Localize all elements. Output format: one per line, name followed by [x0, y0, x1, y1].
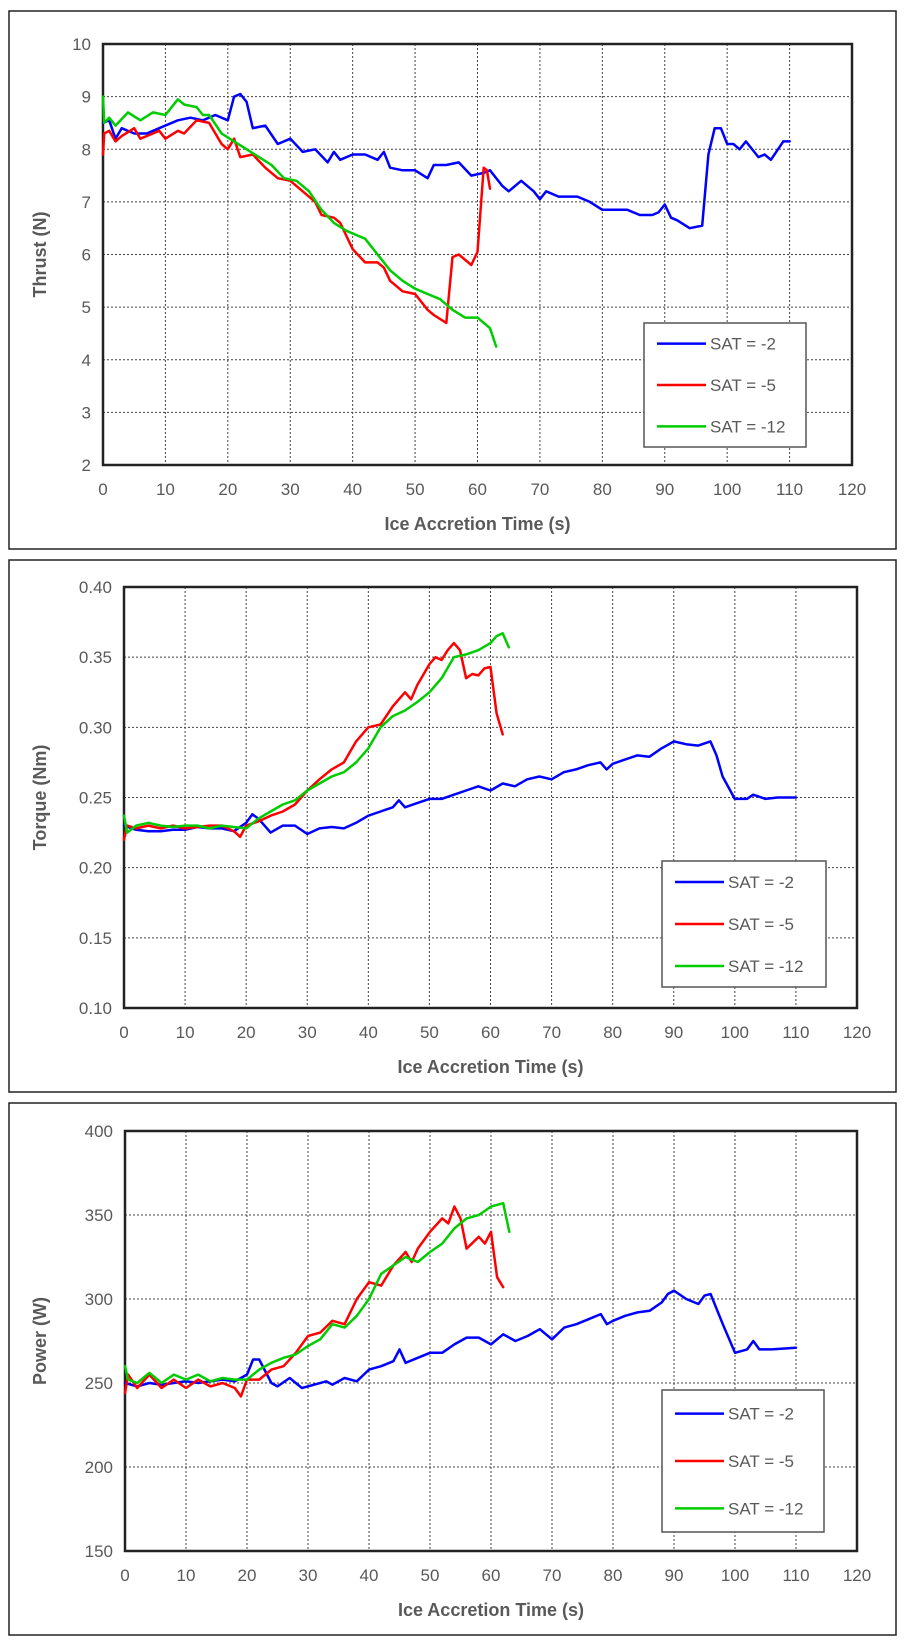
- series-line-sat2: [122, 740, 798, 836]
- y-tick-label: 200: [85, 1458, 113, 1477]
- y-tick-label: 10: [72, 35, 91, 54]
- legend-label: SAT = -12: [728, 957, 803, 976]
- x-tick-label: 50: [420, 1023, 439, 1042]
- x-tick-label: 40: [343, 480, 362, 499]
- x-axis-title: Ice Accretion Time (s): [398, 1600, 584, 1620]
- x-tick-label: 50: [406, 480, 425, 499]
- x-axis-title: Ice Accretion Time (s): [384, 514, 570, 534]
- x-tick-label: 110: [776, 480, 803, 499]
- x-tick-label: 70: [542, 1023, 561, 1042]
- x-tick-label: 10: [176, 1023, 195, 1042]
- x-tick-label: 120: [838, 480, 866, 499]
- chart-panel-3: 0 10 20 30 40 50 60 70 80 90 100 110 120 150 200 250 300…: [8, 1102, 897, 1636]
- y-tick-label: 0.30: [79, 718, 112, 737]
- legend-label: SAT = -12: [710, 417, 785, 436]
- x-tick-label: 100: [721, 1566, 749, 1585]
- x-tick-label: 70: [530, 480, 549, 499]
- panel-border: [8, 1102, 897, 1636]
- x-tick-label: 90: [665, 1566, 684, 1585]
- panel-border: [8, 10, 897, 550]
- x-tick-label: 60: [481, 1023, 500, 1042]
- y-tick-label: 0.15: [79, 929, 112, 948]
- y-tick-label: 7: [82, 193, 91, 212]
- x-tick-label: 30: [299, 1566, 318, 1585]
- y-tick-label: 250: [85, 1374, 113, 1393]
- y-tick-label: 0.10: [79, 999, 112, 1018]
- x-tick-label: 100: [713, 480, 741, 499]
- y-axis-title: Torque (Nm): [30, 745, 50, 851]
- x-axis-title: Ice Accretion Time (s): [397, 1057, 583, 1077]
- y-tick-label: 8: [82, 140, 91, 159]
- x-tick-label: 80: [593, 480, 612, 499]
- y-tick-label: 3: [82, 403, 91, 422]
- chart-panel-2: 0 10 20 30 40 50 60 70 80 90 100 110 120 0.10 0.15 0.20…: [8, 559, 897, 1093]
- y-tick-label: 300: [85, 1290, 113, 1309]
- x-tick-label: 20: [237, 1023, 256, 1042]
- y-tick-label: 0.35: [79, 648, 112, 667]
- legend: SAT = -2 SAT = -5 SAT = -12: [661, 1389, 825, 1533]
- series-line-sat2: [123, 1289, 798, 1390]
- x-tick-label: 40: [359, 1023, 378, 1042]
- x-tick-label: 20: [218, 480, 237, 499]
- x-tick-label: 30: [281, 480, 300, 499]
- x-tick-label: 10: [177, 1566, 196, 1585]
- x-tick-label: 20: [238, 1566, 257, 1585]
- legend-label: SAT = -2: [710, 335, 776, 354]
- y-tick-label: 2: [82, 456, 91, 475]
- y-tick-label: 9: [82, 88, 91, 107]
- series-line-sat12: [122, 632, 511, 834]
- x-tick-label: 90: [655, 480, 674, 499]
- x-tick-label: 120: [843, 1023, 871, 1042]
- x-tick-label: 60: [468, 480, 487, 499]
- series-line-sat2: [101, 92, 791, 230]
- legend: SAT = -2 SAT = -5 SAT = -12: [643, 322, 807, 448]
- y-axis-title: Power (W): [30, 1297, 50, 1385]
- series-line-sat5: [101, 119, 492, 325]
- legend-label: SAT = -5: [710, 376, 776, 395]
- series-line-sat5: [122, 641, 504, 841]
- series-line-sat12: [123, 1201, 511, 1385]
- x-tick-label: 110: [782, 1566, 809, 1585]
- y-tick-label: 6: [82, 246, 91, 265]
- x-tick-label: 60: [482, 1566, 501, 1585]
- y-axis-title: Thrust (N): [30, 212, 50, 298]
- legend-label: SAT = -5: [728, 1452, 794, 1471]
- legend-label: SAT = -2: [728, 1405, 794, 1424]
- plot-area-border: [123, 1129, 859, 1553]
- plot-area-border: [101, 42, 854, 467]
- x-tick-label: 70: [543, 1566, 562, 1585]
- chart-panel-1: 0 10 20 30 40 50 60 70 80 90 100 110 120 2 3 4 5 6 7 8 9 10 Ic…: [8, 10, 897, 550]
- legend-label: SAT = -12: [728, 1499, 803, 1518]
- series-line-sat12: [101, 95, 498, 348]
- x-tick-label: 10: [156, 480, 175, 499]
- x-tick-label: 0: [120, 1566, 129, 1585]
- y-tick-label: 150: [85, 1542, 113, 1561]
- y-tick-label: 0.25: [79, 789, 112, 808]
- x-tick-label: 80: [604, 1566, 623, 1585]
- x-tick-label: 0: [119, 1023, 128, 1042]
- x-tick-label: 110: [782, 1023, 809, 1042]
- y-tick-label: 0.40: [79, 578, 112, 597]
- x-tick-label: 100: [721, 1023, 749, 1042]
- x-tick-label: 90: [664, 1023, 683, 1042]
- legend-label: SAT = -2: [728, 873, 794, 892]
- legend: SAT = -2 SAT = -5 SAT = -12: [661, 860, 827, 988]
- y-tick-label: 4: [82, 351, 91, 370]
- y-tick-label: 350: [85, 1206, 113, 1225]
- x-tick-label: 120: [843, 1566, 871, 1585]
- x-tick-label: 40: [360, 1566, 379, 1585]
- x-tick-label: 50: [421, 1566, 440, 1585]
- y-tick-label: 0.20: [79, 859, 112, 878]
- series-line-sat5: [123, 1205, 505, 1398]
- x-tick-label: 30: [298, 1023, 317, 1042]
- plot-area-border: [122, 585, 859, 1010]
- legend-label: SAT = -5: [728, 915, 794, 934]
- x-tick-label: 0: [98, 480, 107, 499]
- x-tick-label: 80: [603, 1023, 622, 1042]
- y-tick-label: 400: [85, 1122, 113, 1141]
- y-tick-label: 5: [82, 298, 91, 317]
